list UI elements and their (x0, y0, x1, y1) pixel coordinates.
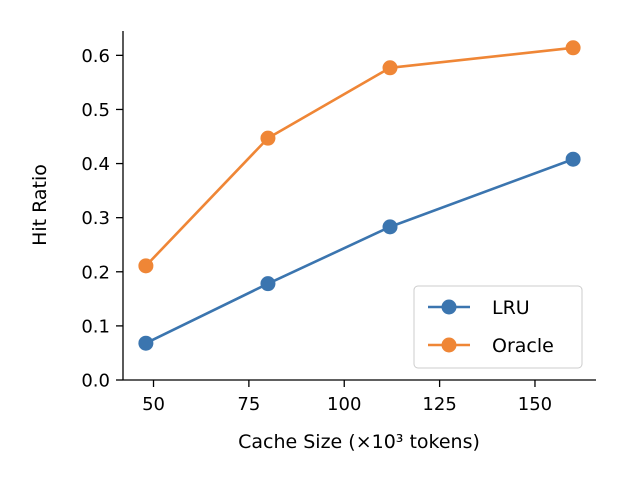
data-point-oracle (138, 258, 154, 274)
series-oracle (138, 40, 581, 274)
axes (122, 31, 596, 381)
y-tick-label: 0.1 (81, 316, 110, 337)
y-axis-label: Hit Ratio (29, 164, 51, 246)
data-point-oracle (382, 60, 398, 76)
data-point-lru (260, 276, 276, 292)
y-tick-label: 0.4 (81, 154, 110, 175)
x-tick-label: 150 (518, 394, 552, 415)
x-tick-label: 100 (327, 394, 361, 415)
legend-entry-oracle: Oracle (428, 335, 554, 357)
legend-marker-oracle (441, 337, 457, 353)
series (138, 40, 581, 351)
series-line-lru (145, 158, 574, 345)
data-point-lru (382, 219, 398, 235)
data-point-oracle (565, 40, 581, 56)
y-tick-label: 0.0 (81, 371, 110, 392)
data-point-oracle (260, 130, 276, 146)
legend-entry-lru: LRU (428, 297, 530, 319)
x-axis-label: Cache Size (×10³ tokens) (238, 431, 480, 453)
y-tick-label: 0.5 (81, 100, 110, 121)
x-tick-label: 75 (237, 394, 260, 415)
legend-marker-lru (441, 299, 457, 315)
series-line-oracle (144, 46, 574, 267)
y-tick-label: 0.6 (81, 46, 110, 67)
data-point-lru (565, 151, 581, 167)
y-tick-label: 0.2 (81, 262, 110, 283)
x-tick-label: 50 (142, 394, 165, 415)
legend-label-oracle: Oracle (492, 335, 554, 357)
y-tick-label: 0.3 (81, 208, 110, 229)
series-lru (138, 151, 581, 351)
x-tick-label: 125 (422, 394, 456, 415)
legend: LRU Oracle (413, 285, 583, 369)
data-point-lru (138, 335, 154, 351)
ticks: 50 75 100 125 150 0.0 0.1 0.2 0.3 0.4 0.5 0.6 (81, 46, 552, 415)
legend-label-lru: LRU (492, 297, 530, 319)
